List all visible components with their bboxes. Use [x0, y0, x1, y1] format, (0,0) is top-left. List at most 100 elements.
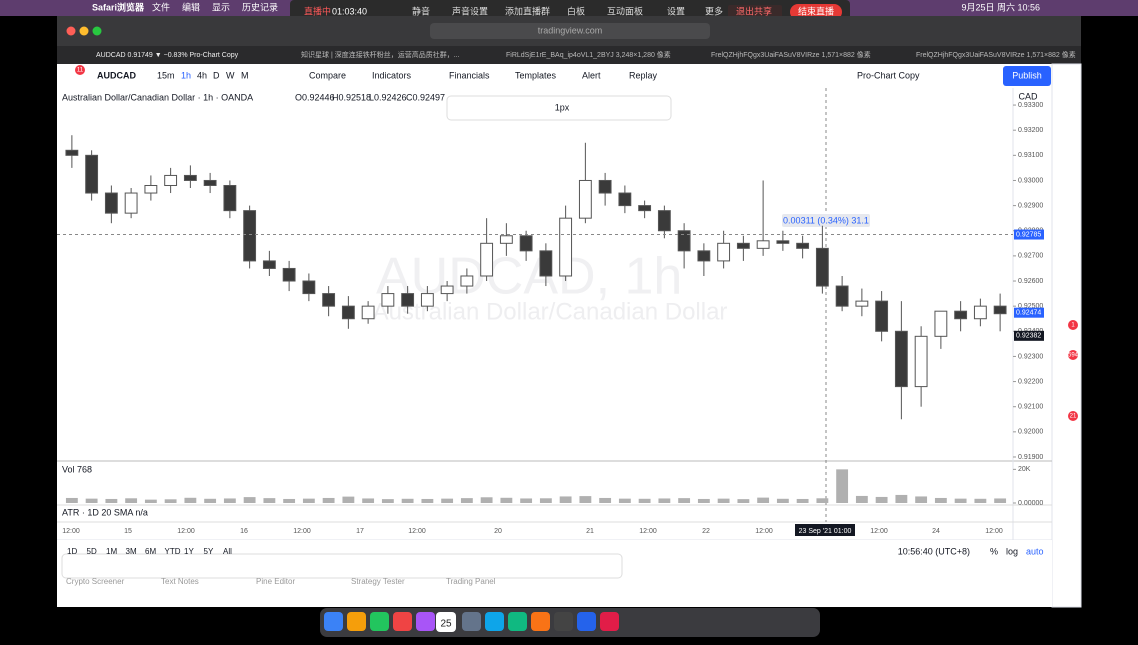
stream-item[interactable]: 声音设置: [452, 5, 488, 16]
bottom-tab[interactable]: Crypto Screener: [66, 577, 125, 586]
y-tick-label: 0.92600: [1018, 278, 1043, 285]
stream-item[interactable]: 更多: [705, 5, 723, 16]
range[interactable]: All: [223, 547, 232, 556]
dock-icon[interactable]: [508, 612, 527, 631]
dock-icon[interactable]: [370, 612, 389, 631]
stream-item[interactable]: 静音: [412, 5, 430, 16]
tab-bar: [57, 46, 1081, 64]
scale-opt[interactable]: auto: [1026, 546, 1044, 556]
stop-share[interactable]: [728, 5, 782, 19]
menu-item[interactable]: 文件: [152, 1, 170, 12]
interval[interactable]: 15m: [157, 70, 175, 80]
right-sidebar: [1051, 63, 1082, 608]
stream-item[interactable]: 白板: [567, 5, 585, 16]
dock-icon[interactable]: [324, 612, 343, 631]
calendar-icon[interactable]: [436, 612, 456, 632]
menu-item[interactable]: 历史记录: [242, 1, 278, 12]
end-live-label: 结束直播: [798, 5, 834, 16]
dock-icon[interactable]: [393, 612, 412, 631]
y-tick-label: 0.92100: [1018, 404, 1043, 411]
bottom-tab[interactable]: Text Notes: [161, 577, 199, 586]
dock-icon[interactable]: [554, 612, 573, 631]
toolbar-layout[interactable]: Pro-Chart Copy: [857, 70, 920, 80]
candle-body: [539, 250, 553, 277]
dock-icon[interactable]: [347, 612, 366, 631]
menu-item[interactable]: 编辑: [182, 1, 200, 12]
tab-title[interactable]: AUDCAD 0.91749 ▼ −0.83% Pro-Chart Copy: [96, 52, 239, 59]
volume-bar: [974, 498, 987, 503]
x-tick-label: 12:00: [408, 528, 426, 535]
stream-item[interactable]: 设置: [667, 6, 685, 16]
badge: [75, 65, 85, 75]
dock-icon[interactable]: [416, 612, 435, 631]
dock-icon[interactable]: [462, 612, 481, 631]
stream-item[interactable]: 添加直播群: [505, 5, 550, 16]
y-tick-label: 0.91900: [1018, 454, 1043, 461]
volume-bar: [678, 498, 691, 503]
y-tick-label: 0.92900: [1018, 202, 1043, 209]
crosshair-label: 0.00311 (0.34%) 31.1: [783, 215, 869, 225]
bottom-tab[interactable]: Strategy Tester: [351, 577, 405, 586]
bottom-tab[interactable]: Trading Panel: [446, 577, 496, 586]
candle-body: [993, 305, 1007, 315]
toolbar-compare[interactable]: Compare: [309, 70, 346, 80]
tab-title[interactable]: FrelQZHjhFQgx3UaiFASuV8VIRze 1,571×882 像…: [916, 50, 1076, 59]
line-width[interactable]: 1px: [555, 102, 570, 112]
volume-bar: [994, 498, 1007, 503]
scale-opt[interactable]: log: [1006, 546, 1018, 556]
scale-opt[interactable]: %: [990, 546, 998, 556]
stream-item[interactable]: 互动面板: [607, 5, 643, 16]
volume-bar: [263, 498, 276, 503]
range[interactable]: 5Y: [204, 547, 214, 556]
bottom-tab[interactable]: Pine Editor: [256, 577, 295, 586]
min-btn[interactable]: [79, 26, 89, 36]
range[interactable]: YTD: [165, 547, 181, 556]
toolbar-indicators[interactable]: Indicators: [372, 70, 412, 80]
x-highlight: [795, 524, 855, 536]
tab-title[interactable]: FrelQZHjhFQgx3UaiFASuV8VIRze 1,571×882 像…: [711, 50, 871, 59]
sidebar-badge-count: 1: [1071, 323, 1075, 329]
toolbar-alert[interactable]: Alert: [582, 70, 601, 80]
toolbar-financials[interactable]: Financials: [449, 70, 490, 80]
toolbar-templates[interactable]: Templates: [515, 70, 557, 80]
tab-title[interactable]: 知识星球 | 深度连接铁杆粉丝，运营高品质社群，...: [301, 50, 460, 59]
chart-title: Australian Dollar/Canadian Dollar · 1h ·…: [62, 92, 253, 102]
volume-bar: [184, 497, 197, 503]
x-tick-label: 12:00: [293, 528, 311, 535]
x-tick-label: 12:00: [870, 528, 888, 535]
dock-icon[interactable]: [531, 612, 550, 631]
candle-body: [835, 285, 849, 307]
volume-bar: [796, 498, 809, 503]
symbol[interactable]: AUDCAD: [97, 70, 136, 80]
menu-item[interactable]: 显示: [212, 2, 230, 12]
publish-btn[interactable]: [1003, 66, 1051, 86]
stream-timer: 01:03:40: [332, 6, 367, 16]
ohlc: C0.92497: [406, 92, 445, 102]
interval[interactable]: 4h: [197, 70, 207, 80]
dock-icon[interactable]: [485, 612, 504, 631]
interval[interactable]: D: [213, 70, 220, 80]
volume-bar: [283, 498, 296, 503]
interval[interactable]: 1h: [181, 70, 191, 80]
toolbar-replay[interactable]: Replay: [629, 70, 658, 80]
interval[interactable]: W: [226, 70, 235, 80]
range[interactable]: 1Y: [184, 547, 194, 556]
range[interactable]: 6M: [145, 547, 156, 556]
sidebar-badge: [1068, 320, 1078, 330]
tab-title[interactable]: FiRLdSjE1rE_BAq_ip4oVL1_2BYJ 3,248×1,280…: [506, 50, 671, 59]
range[interactable]: 5D: [87, 547, 97, 556]
candle-body: [815, 247, 829, 287]
clock: 9月25日 周六 10:56: [961, 1, 1040, 12]
candle-body: [440, 285, 454, 295]
range[interactable]: 1M: [106, 547, 117, 556]
close-btn[interactable]: [66, 26, 76, 36]
dock-icon[interactable]: [577, 612, 596, 631]
dock-icon[interactable]: [600, 612, 619, 631]
interval[interactable]: M: [241, 70, 249, 80]
y-tick-label: 0.92000: [1018, 429, 1043, 436]
range[interactable]: 1D: [67, 547, 77, 556]
app-name: Safari浏览器: [92, 1, 145, 12]
range[interactable]: 3M: [126, 547, 137, 556]
max-btn[interactable]: [92, 26, 102, 36]
url-bar[interactable]: [430, 23, 710, 39]
